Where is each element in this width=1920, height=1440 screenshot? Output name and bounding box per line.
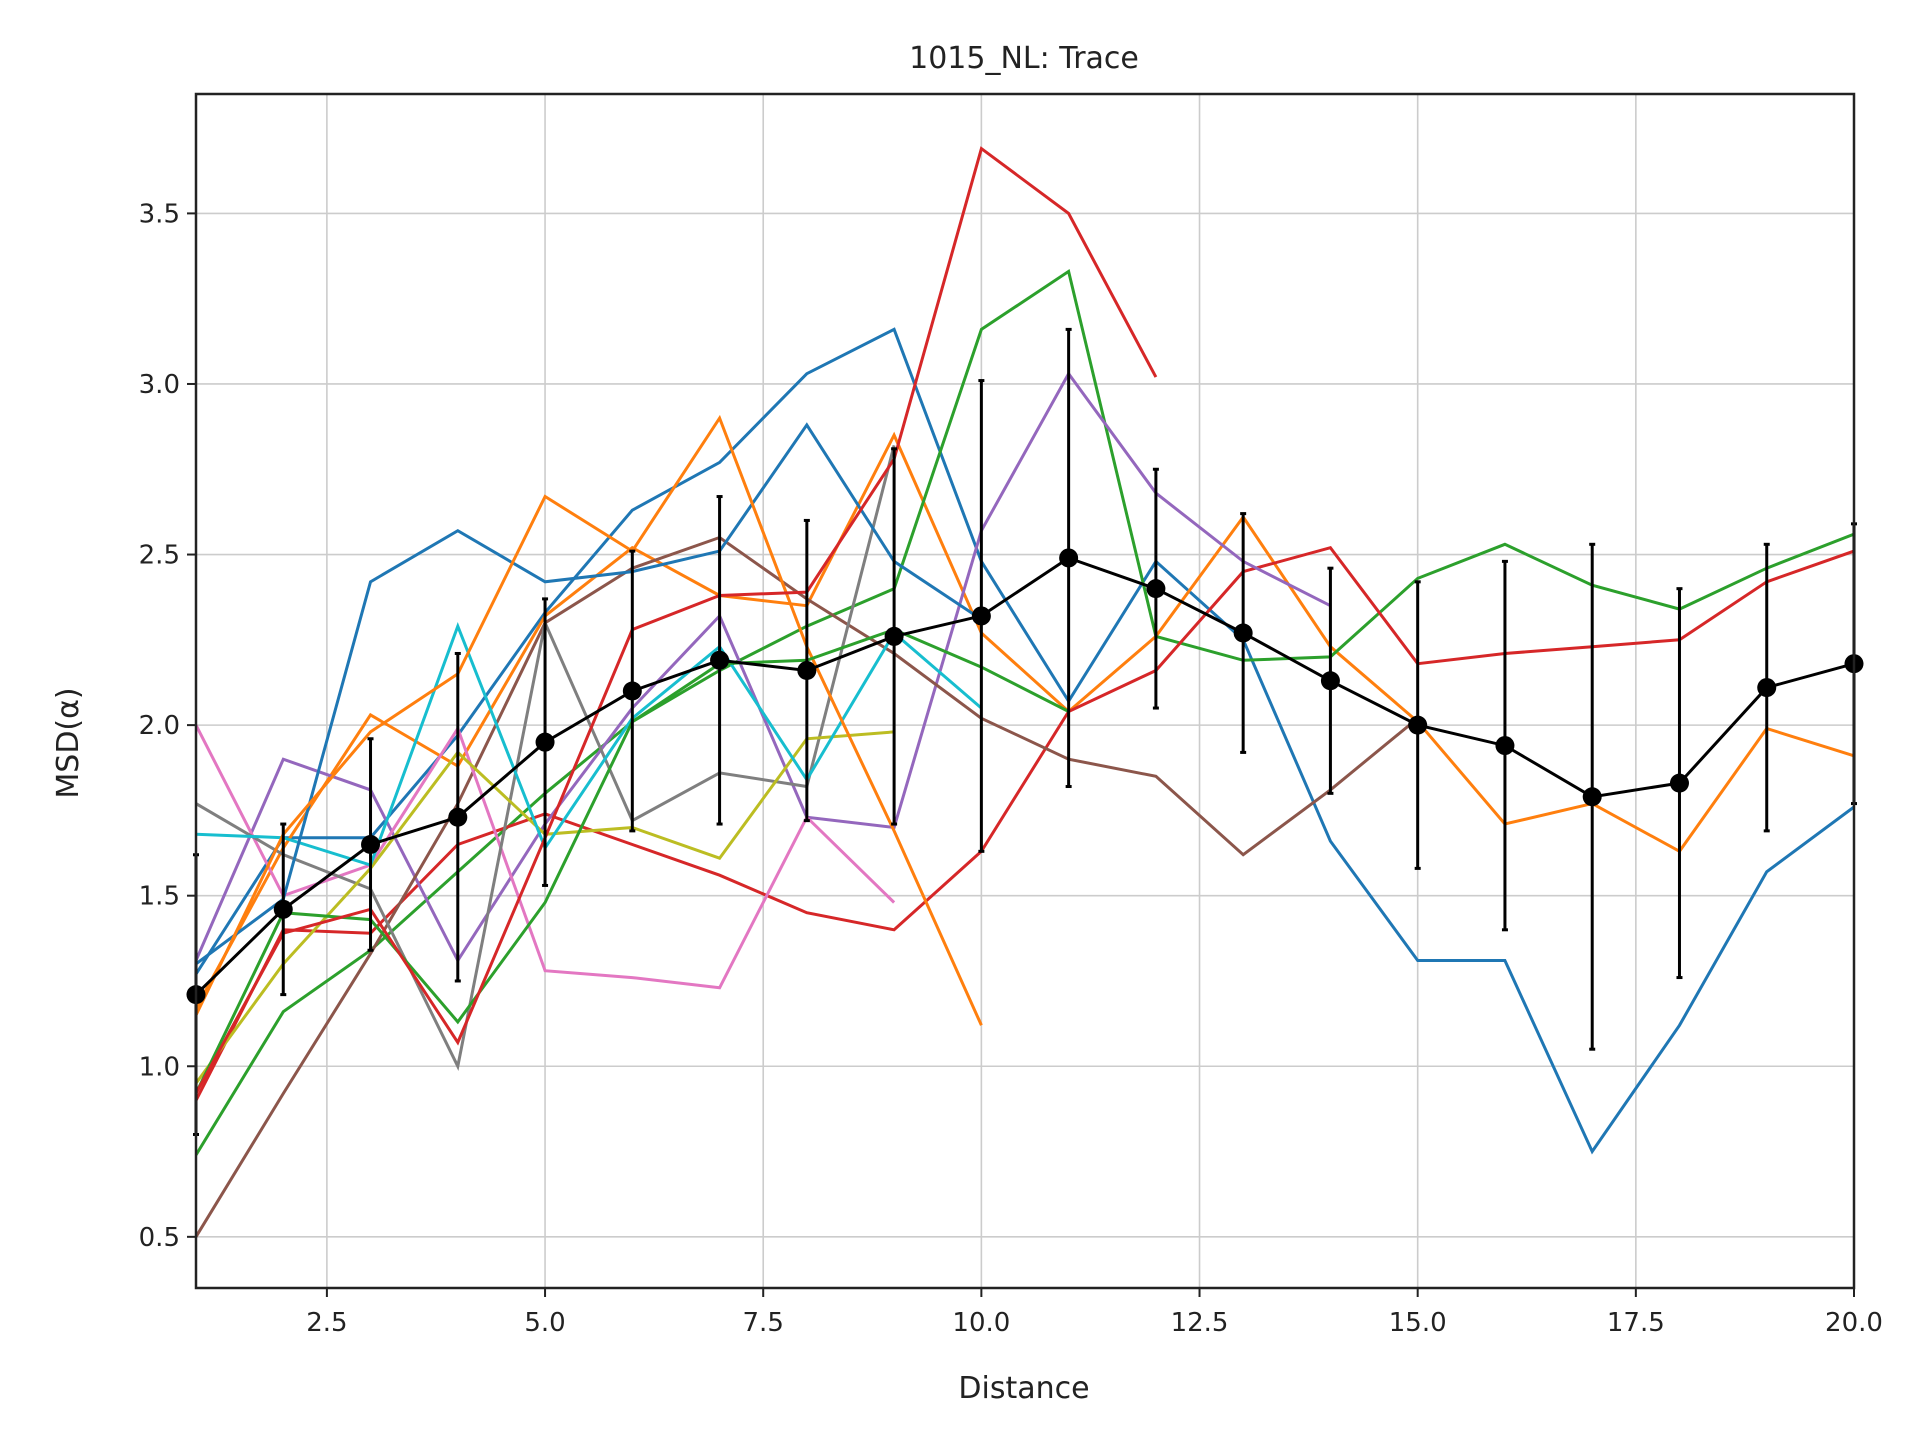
mean-point [1669,773,1689,793]
mean-point [1408,715,1428,735]
mean-point [1059,548,1079,568]
x-tick-label: 10.0 [952,1308,1010,1338]
mean-point [361,835,381,855]
y-tick-label: 2.5 [139,541,180,571]
x-tick-label: 20.0 [1825,1308,1883,1338]
y-tick-label: 1.0 [139,1052,180,1082]
y-tick-label: 1.5 [139,882,180,912]
mean-point [884,626,904,646]
mean-point [797,661,817,681]
x-tick-label: 17.5 [1607,1308,1665,1338]
mean-point [710,650,730,670]
y-tick-label: 2.0 [139,711,180,741]
series-line-10 [196,621,983,867]
x-tick-label: 15.0 [1389,1308,1447,1338]
mean-point [1582,787,1602,807]
x-tick-label: 2.5 [306,1308,347,1338]
grid [196,94,1855,1288]
series-line-12 [196,414,983,1026]
series-line-7 [196,724,896,990]
mean-point [1320,671,1340,691]
x-axis-label: Distance [958,1371,1089,1406]
mean-point [1757,678,1777,698]
y-axis-label: MSD(α) [51,687,86,798]
series-line-1 [196,327,1854,1155]
x-tick-label: 12.5 [1171,1308,1229,1338]
mean-point [1233,623,1253,643]
series-line-5 [196,370,1332,964]
series-line-14 [196,146,1158,1095]
series-line-3 [196,268,1854,1156]
mean-point [1495,736,1515,756]
plot-frame [194,92,1856,1290]
series-line-4 [196,545,1854,1102]
y-tick-label: 3.0 [139,370,180,400]
y-tick-label: 3.5 [139,199,180,229]
mean-point [1146,579,1166,599]
mean-point [448,807,468,827]
x-tick-label: 7.5 [743,1308,784,1338]
mean-point [273,899,293,919]
mean-line [194,556,1855,996]
mean-point [971,606,991,626]
y-tick-label: 0.5 [139,1223,180,1253]
series-line-2 [196,431,1854,1010]
mean-point [622,681,642,701]
x-axis-ticks: 2.5 5.0 7.5 10.0 12.5 15.0 17.5 20.0 [306,1288,1883,1338]
series-line-11 [196,422,983,966]
series-lines [196,146,1854,1238]
y-axis-ticks: 0.5 1.0 1.5 2.0 2.5 3.0 3.5 [139,199,196,1253]
x-tick-label: 5.0 [524,1308,565,1338]
chart-title: 1015_NL: Trace [909,41,1139,76]
mean-point [535,732,555,752]
